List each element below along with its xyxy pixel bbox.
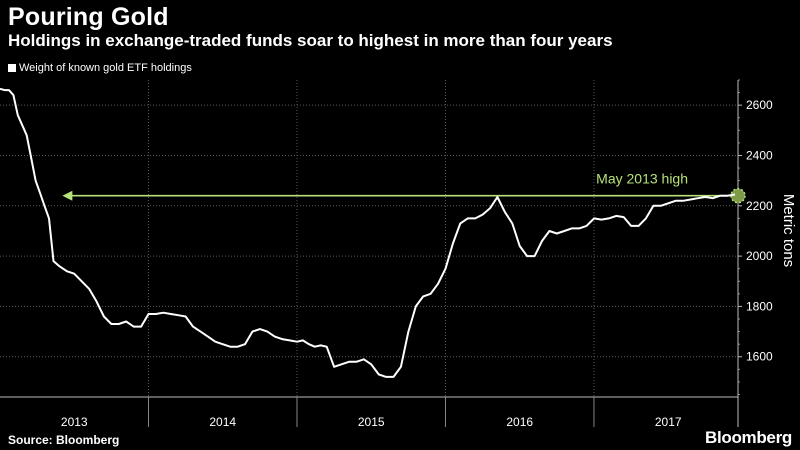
y-tick-label: 1600 (746, 350, 773, 364)
x-tick-label: 2014 (209, 415, 236, 429)
y-axis: 1600 1800 2000 2200 2400 2600 (737, 79, 773, 427)
y-tick-label: 2400 (746, 148, 773, 162)
y-axis-title: Metric tons (780, 194, 797, 267)
chart-title: Pouring Gold (8, 3, 169, 31)
y-tick-label: 1800 (746, 299, 773, 313)
y-tick-label: 2000 (746, 249, 773, 263)
legend: Weight of known gold ETF holdings (8, 62, 192, 74)
legend-swatch (8, 64, 16, 72)
y-tick-label: 2200 (746, 199, 773, 213)
x-axis: 2013 2014 2015 2016 2017 (0, 396, 738, 429)
chart-subtitle: Holdings in exchange-traded funds soar t… (8, 31, 613, 50)
legend-label: Weight of known gold ETF holdings (19, 62, 192, 74)
source-note: Source: Bloomberg (8, 433, 120, 447)
x-tick-label: 2015 (358, 415, 385, 429)
x-tick-label: 2016 (506, 415, 533, 429)
x-tick-label: 2017 (655, 415, 682, 429)
series-line (0, 87, 736, 378)
gridlines (0, 80, 738, 397)
annotation-arrowhead (62, 190, 73, 201)
y-tick-label: 2600 (746, 98, 773, 112)
brand-logo: Bloomberg (704, 428, 792, 447)
x-tick-label: 2013 (61, 415, 88, 429)
annotation-label: May 2013 high (596, 171, 688, 187)
